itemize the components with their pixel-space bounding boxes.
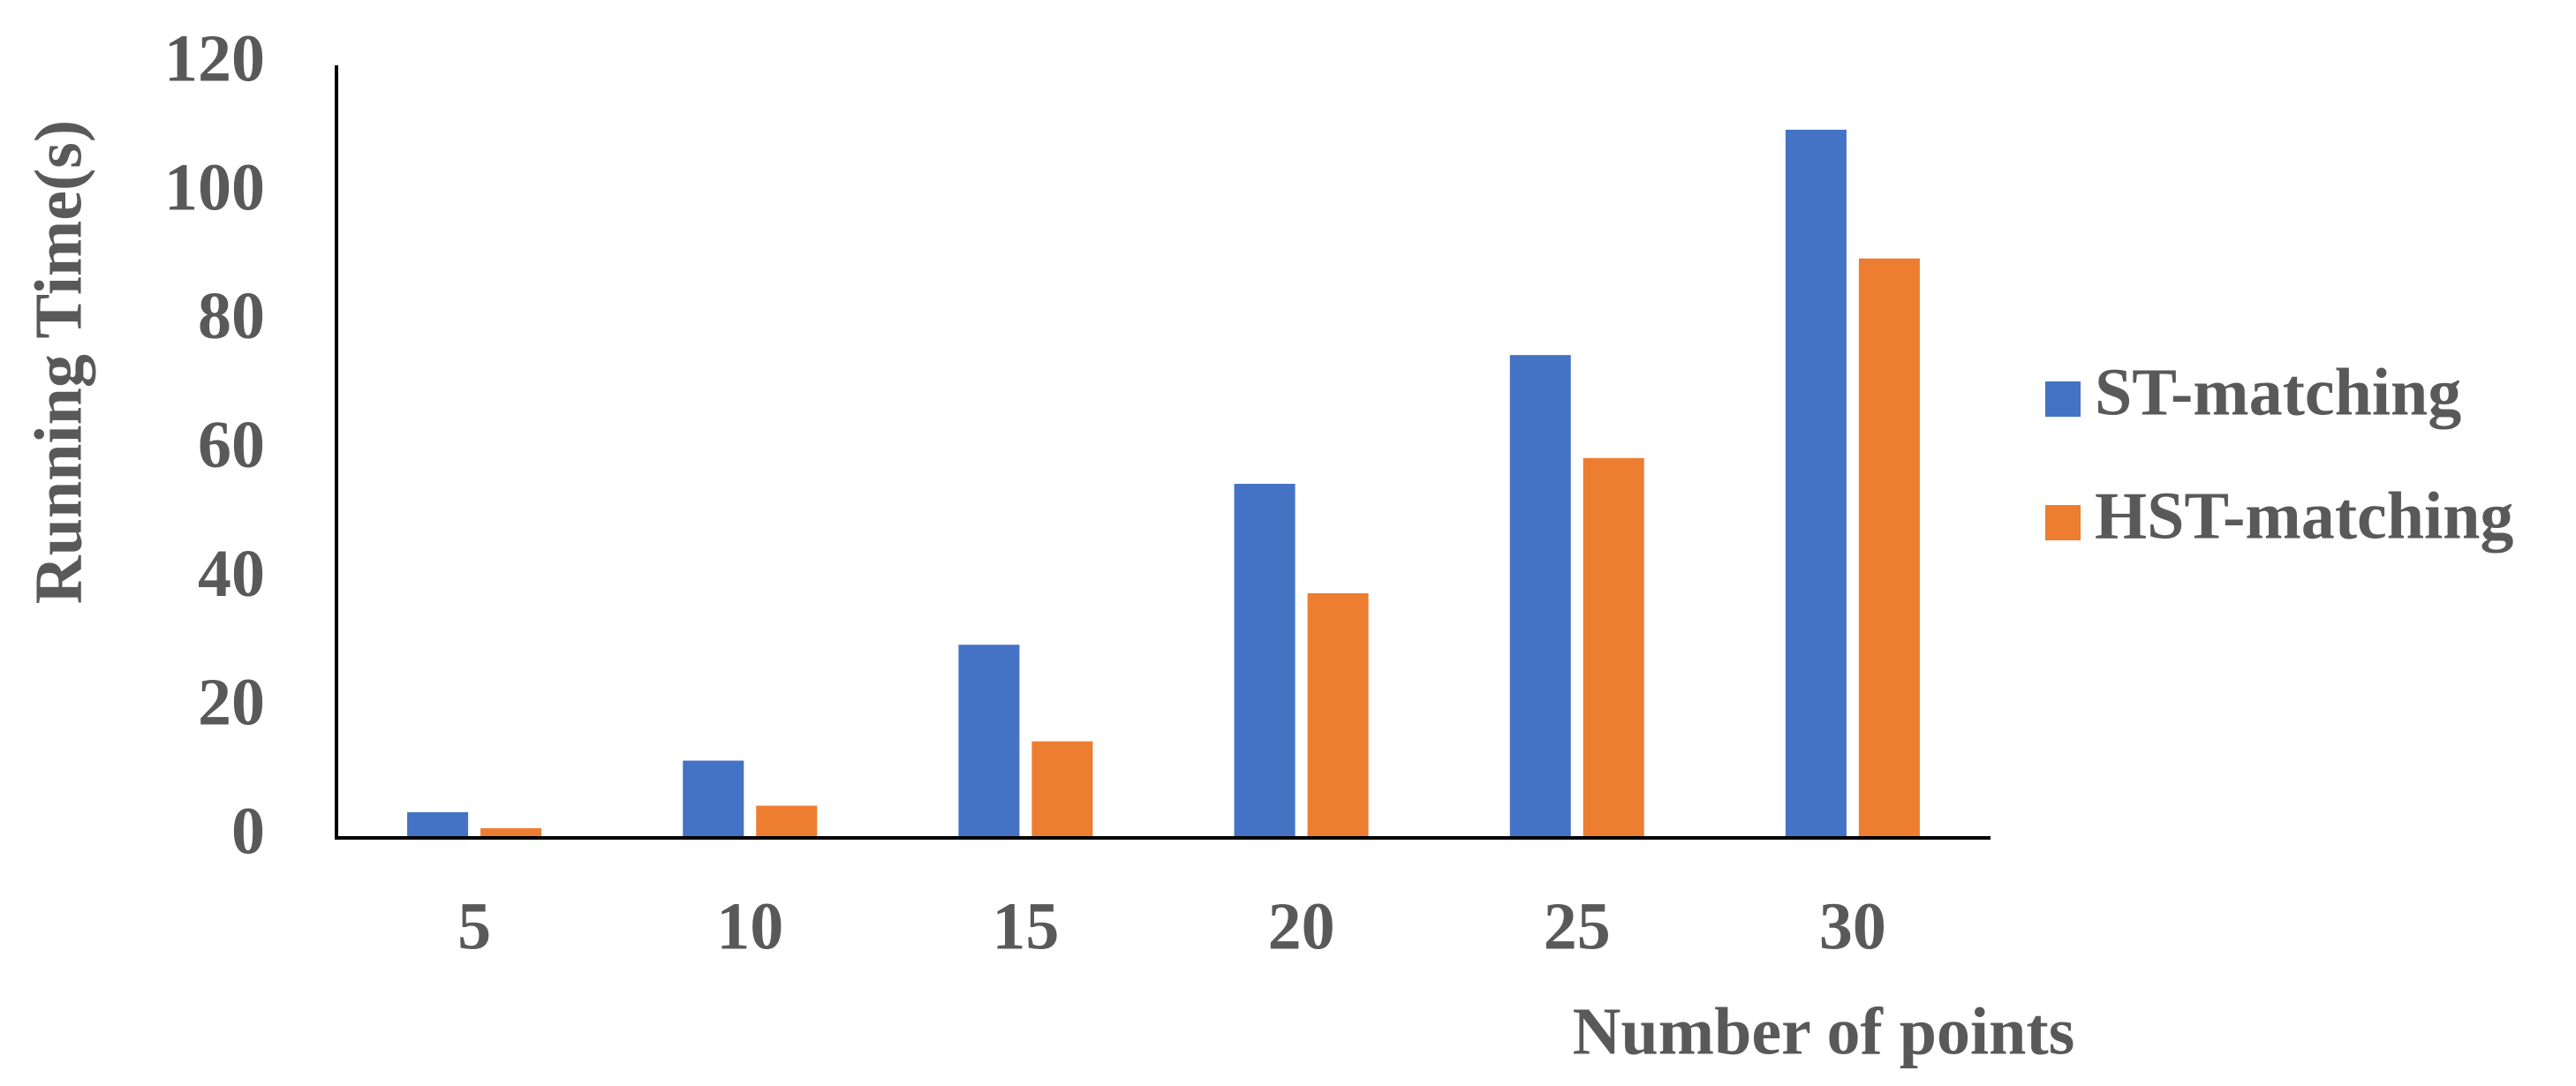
bar	[958, 645, 1020, 838]
x-tick-label: 5	[457, 889, 491, 963]
x-axis-title: Number of points	[1573, 994, 2075, 1068]
y-tick-label: 20	[198, 666, 265, 740]
bar	[1307, 592, 1369, 838]
bar	[1234, 483, 1296, 838]
bar	[756, 805, 818, 838]
y-tick-label: 80	[198, 279, 265, 353]
bar	[683, 760, 744, 838]
y-axis-title: Running Time(s)	[21, 120, 95, 604]
bar	[1509, 355, 1571, 838]
y-tick-label: 120	[164, 21, 265, 95]
legend-swatch	[2045, 381, 2081, 417]
legend-swatch	[2045, 505, 2081, 540]
y-tick-label: 0	[231, 794, 265, 868]
x-tick-label: 20	[1268, 889, 1335, 963]
legend-label: HST-matching	[2095, 479, 2513, 553]
bar	[1031, 741, 1093, 838]
legend-label: ST-matching	[2095, 355, 2461, 429]
y-tick-label: 60	[198, 408, 265, 482]
y-tick-label: 40	[198, 537, 265, 611]
x-tick-label: 30	[1819, 889, 1886, 963]
x-tick-label: 25	[1544, 889, 1611, 963]
bar	[407, 811, 469, 838]
x-tick-label: 10	[716, 889, 783, 963]
x-tick-label: 15	[992, 889, 1059, 963]
y-tick-label: 100	[164, 150, 265, 224]
bar	[1785, 129, 1847, 838]
bar	[1583, 457, 1644, 838]
bar	[1858, 258, 1920, 838]
bar	[480, 828, 542, 838]
